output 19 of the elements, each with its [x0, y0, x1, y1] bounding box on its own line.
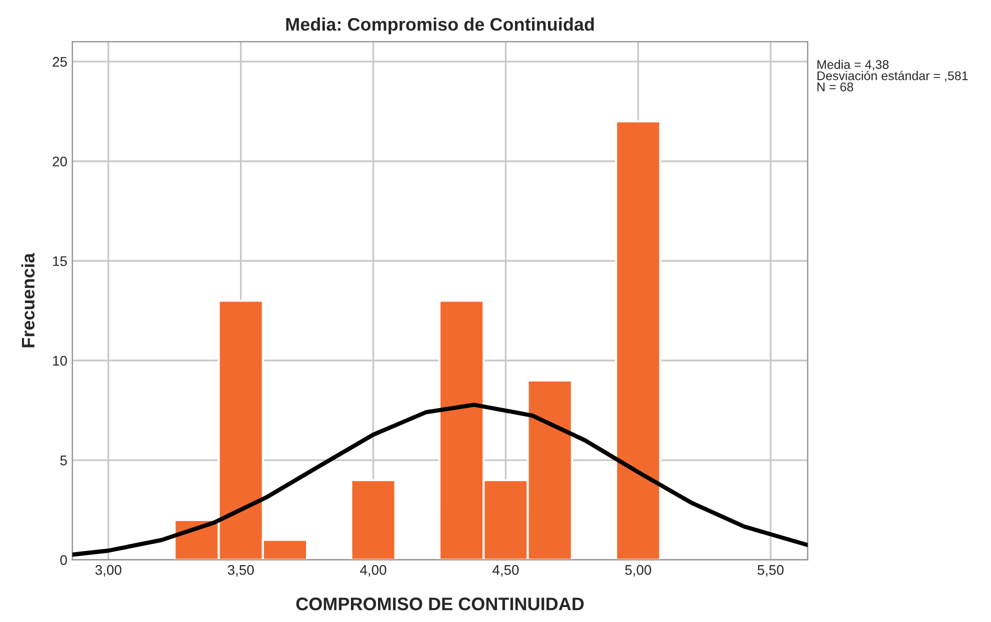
x-tick-label: 4,50	[492, 565, 519, 577]
x-tick-label: 4,00	[360, 565, 386, 577]
x-tick-label: 3,50	[228, 565, 254, 577]
chart-title: Media: Compromiso de Continuidad	[286, 17, 594, 34]
y-tick-label: 15	[53, 256, 67, 266]
x-tick-label: 5,00	[625, 565, 652, 577]
text: Desviación estándar = ,581	[818, 70, 968, 82]
y-tick-label: 20	[52, 156, 67, 166]
x-tick-label: 5,50	[758, 565, 784, 577]
text: N = 68	[818, 82, 854, 92]
line-series	[72, 402, 808, 557]
y-tick-label: 5	[60, 456, 67, 466]
x-axis-title: COMPROMISO DE CONTINUIDAD	[296, 598, 584, 610]
y-tick-label: 0	[60, 555, 67, 565]
y-tick-label: 10	[53, 356, 67, 366]
x-tick-label: 3,00	[95, 565, 122, 577]
y-tick-label: 25	[52, 56, 67, 67]
text: Media = 4,38	[818, 60, 889, 70]
y-axis-title: Frecuencia	[21, 252, 35, 348]
